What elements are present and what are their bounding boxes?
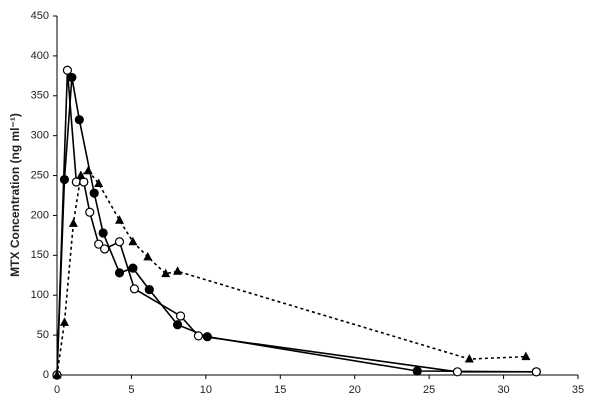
marker bbox=[59, 317, 69, 326]
marker bbox=[412, 366, 422, 376]
marker bbox=[76, 170, 86, 180]
marker bbox=[531, 367, 541, 377]
x-tick-label: 5 bbox=[128, 384, 134, 396]
y-tick-label: 50 bbox=[37, 329, 49, 341]
marker bbox=[143, 251, 153, 261]
marker bbox=[115, 215, 125, 224]
x-tick-label: 20 bbox=[349, 384, 361, 396]
y-tick-label: 150 bbox=[31, 249, 49, 261]
y-tick-label: 300 bbox=[31, 130, 49, 142]
marker bbox=[68, 218, 78, 227]
series-line bbox=[56, 77, 537, 376]
y-tick-label: 100 bbox=[31, 289, 49, 301]
marker bbox=[89, 188, 99, 198]
y-tick-label: 350 bbox=[31, 90, 49, 102]
marker bbox=[464, 354, 474, 363]
marker bbox=[452, 367, 463, 377]
marker bbox=[175, 311, 186, 321]
marker bbox=[98, 228, 108, 238]
x-tick-label: 35 bbox=[572, 384, 584, 396]
y-tick-label: 0 bbox=[43, 369, 49, 381]
x-tick-label: 15 bbox=[274, 384, 286, 396]
y-tick-label: 200 bbox=[31, 209, 49, 221]
y-tick-label: 450 bbox=[31, 10, 49, 22]
marker bbox=[144, 285, 154, 295]
marker bbox=[173, 266, 183, 275]
marker bbox=[79, 177, 89, 187]
x-tick-label: 10 bbox=[200, 384, 212, 396]
y-tick-label: 400 bbox=[31, 50, 49, 62]
marker bbox=[94, 178, 104, 188]
marker bbox=[74, 115, 84, 125]
x-tick-label: 25 bbox=[423, 384, 435, 396]
marker bbox=[62, 65, 73, 75]
marker bbox=[85, 207, 95, 217]
x-tick-label: 30 bbox=[497, 384, 509, 396]
marker bbox=[193, 331, 204, 341]
marker bbox=[114, 268, 125, 278]
marker bbox=[128, 263, 138, 273]
y-axis-label: MTX Concentration (ng ml⁻¹) bbox=[8, 113, 22, 277]
x-tick-label: 0 bbox=[54, 384, 60, 396]
marker bbox=[114, 237, 125, 247]
marker bbox=[161, 268, 171, 278]
series-line bbox=[56, 169, 526, 376]
marker bbox=[172, 320, 183, 330]
marker bbox=[83, 165, 93, 175]
y-tick-label: 250 bbox=[31, 169, 49, 181]
marker bbox=[67, 72, 77, 83]
marker bbox=[129, 284, 140, 294]
marker bbox=[521, 351, 531, 361]
series-line bbox=[56, 70, 537, 376]
marker bbox=[128, 236, 138, 246]
marker bbox=[94, 239, 104, 249]
marker bbox=[100, 244, 110, 254]
marker bbox=[52, 370, 62, 379]
